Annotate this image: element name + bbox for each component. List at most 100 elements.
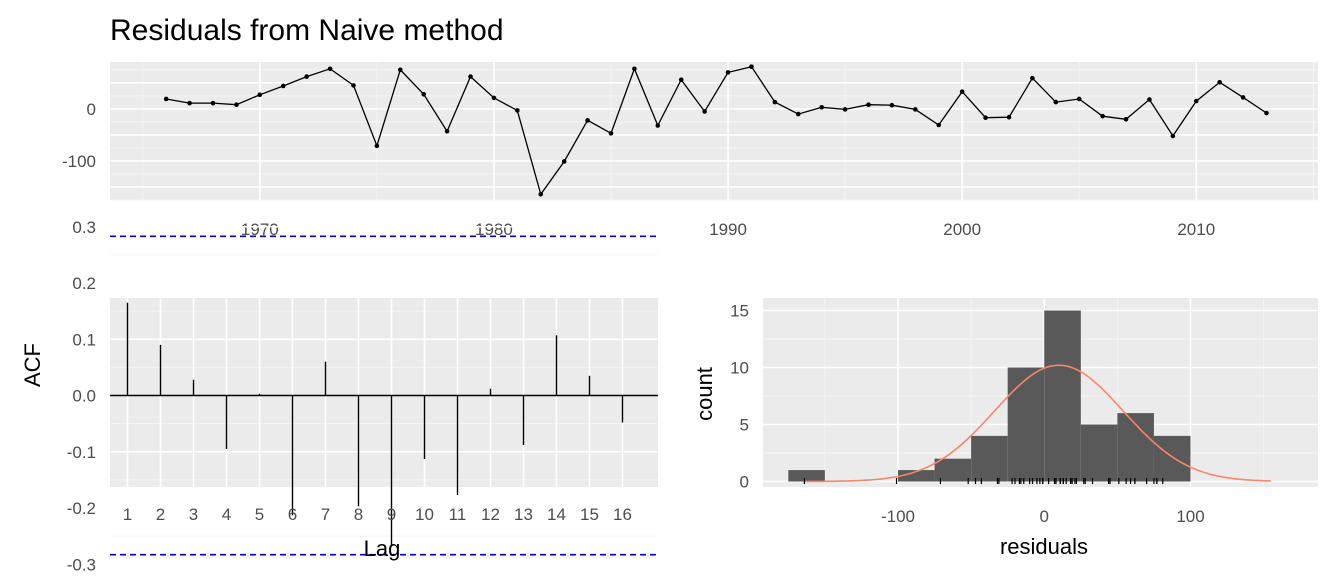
residual-point [187,100,192,106]
x-tick-label: 1970 [241,220,279,239]
density-curve [802,364,1271,483]
lag-tick-label: 12 [481,505,500,524]
residual-point [889,102,895,108]
residual-point [1264,110,1269,116]
residual-point [842,107,848,112]
histogram-y-axis-label: count [692,367,717,421]
lag-tick-label: 4 [222,505,231,524]
lag-tick-label: 6 [288,505,297,524]
residual-point [351,83,356,88]
lag-tick-label: 11 [449,505,467,524]
y-tick-label: 0.2 [72,274,96,293]
histogram-bar [971,435,1008,482]
residual-point [561,159,567,164]
residual-point [468,74,473,79]
residual-series-panel: 1970 1980 1990 2000 2010 0 -100 [62,62,1318,239]
residual-point [1147,97,1152,102]
lag-tick-label: 16 [613,505,632,524]
lag-tick-label: 8 [354,505,363,524]
acf-background [110,298,658,487]
residual-point [936,122,942,128]
x-tick-label: 2000 [943,220,981,239]
histogram-bar [934,458,972,482]
residual-point [327,66,333,72]
residual-point [585,118,590,123]
residual-point [1123,116,1129,122]
x-tick-label: 1990 [709,220,747,239]
x-tick-label: 1980 [475,220,513,239]
y-tick-label: 10 [730,359,749,378]
residual-point [608,131,614,136]
residual-point [374,143,380,149]
y-tick-label: 5 [740,416,749,435]
lag-tick-label: 3 [189,505,198,524]
lag-tick-label: 1 [123,505,132,524]
histogram-bar [1007,367,1045,482]
y-tick-label: 0.0 [72,387,96,406]
residual-series-background [110,62,1318,200]
residual-point [819,105,824,110]
lag-tick-label: 5 [255,505,264,524]
residual-point [702,109,707,114]
residual-point [983,115,988,121]
histogram-x-axis-label: residuals [1000,534,1088,559]
residual-series-grid [110,62,1318,201]
acf-panel: 0.30.20.10.0-0.1-0.2-0.31 2 3 4 5 6 7 8 9 10 11 12 1… [20,218,658,575]
y-tick-label: 15 [730,302,749,321]
residual-point [1030,75,1035,81]
acf-marks [110,235,658,556]
residual-point [655,123,661,128]
y-tick-label: -0.3 [67,555,96,574]
residual-point [234,102,239,108]
chart-title: Residuals from Naive method [110,14,504,47]
residual-point [280,83,286,89]
x-tick-label: 2010 [1177,220,1215,239]
acf-y-axis-label: ACF [20,343,45,387]
y-tick-label: -0.2 [67,499,96,518]
residual-point [725,70,731,75]
y-tick-label: -100 [62,152,96,171]
lag-tick-label: 13 [514,505,533,524]
y-tick-label: 0.3 [72,218,96,237]
residual-point [444,128,450,134]
residual-point [515,108,520,113]
residual-point [1240,95,1246,100]
residual-point [491,95,497,101]
residual-point [866,102,871,108]
histogram-bar [1044,310,1081,482]
residual-point [678,77,684,83]
x-tick-label: 0 [1040,507,1049,526]
histogram-bar [788,470,825,482]
residual-point [257,92,263,98]
lag-tick-label: 14 [547,505,566,524]
x-tick-label: -100 [881,507,915,526]
residual-point [1170,133,1176,139]
lag-tick-label: 9 [387,505,396,524]
histogram-ticks: 0 5 10 15 -100 0 100 [730,302,1205,527]
x-tick-label: 100 [1176,507,1204,526]
residual-point [913,107,918,112]
lag-tick-label: 7 [321,505,330,524]
residual-point [538,191,544,197]
residual-point [210,100,216,106]
residual-point [632,66,637,72]
residual-point [163,96,169,102]
residual-point [1076,96,1082,102]
lag-tick-label: 10 [415,505,434,524]
histogram-bar [1080,424,1118,482]
y-tick-label: 0 [740,473,749,492]
acf-ticks: 0.30.20.10.0-0.1-0.2-0.31 2 3 4 5 6 7 8 9 10 11 12 1… [67,218,632,575]
y-tick-label: 0.1 [72,330,96,349]
y-tick-label: -0.1 [67,443,96,462]
residual-point [772,99,778,105]
residual-series-marks [163,64,1269,197]
residual-point [1100,113,1105,119]
residual-point [1217,80,1222,85]
residual-point [397,67,403,73]
residual-point [795,111,801,117]
lag-tick-label: 15 [580,505,599,524]
residual-series-ticks: 1970 1980 1990 2000 2010 0 -100 [62,100,1215,239]
residual-point [959,89,965,94]
